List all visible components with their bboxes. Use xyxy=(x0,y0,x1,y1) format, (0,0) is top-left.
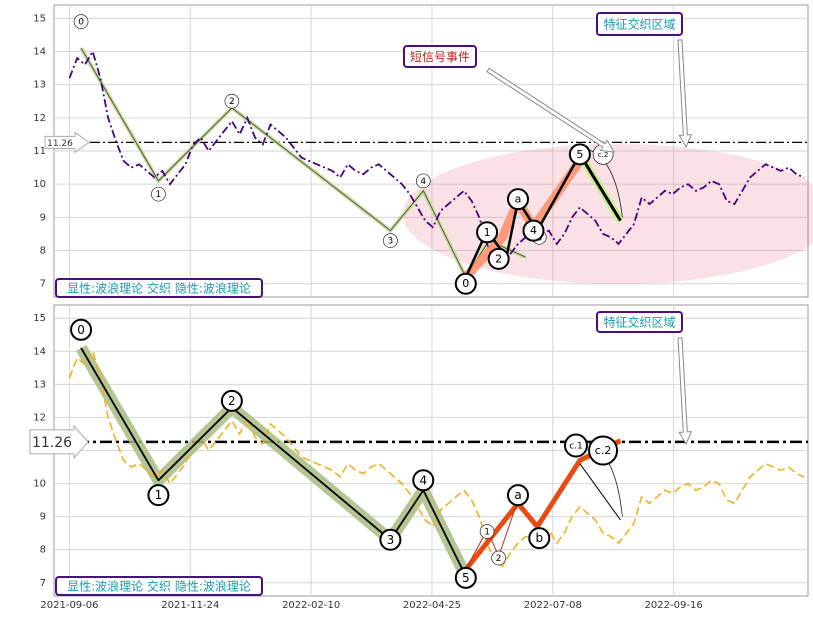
x-tick-label: 2021-11-24 xyxy=(161,600,219,611)
wave-label-big: 4 xyxy=(530,224,537,237)
y-tick-label: 13 xyxy=(33,80,46,91)
wave-label-big-circle xyxy=(454,272,477,295)
x-tick-label: 2022-07-08 xyxy=(524,600,582,611)
feature-zone-label: 特征交织区域 xyxy=(603,315,675,330)
y-tick-label: 12 xyxy=(33,412,46,423)
wave-label-big-circle xyxy=(70,318,93,341)
wave-label-small: 1 xyxy=(156,190,162,200)
bottom-panel: 78910111213141511.26012345abc.1c.212特征交织… xyxy=(29,304,809,597)
feature-zone-label-box xyxy=(596,12,683,36)
feature-zone-ellipse xyxy=(403,144,813,284)
y-tick-label: 7 xyxy=(40,279,46,290)
wave-label-big: 1 xyxy=(484,226,491,239)
wave-label-small-circle xyxy=(491,550,506,566)
feature-zone-arrow xyxy=(677,337,693,446)
y-tick-label: 8 xyxy=(40,246,46,257)
signal-thin xyxy=(465,499,519,570)
x-tick-label: 2022-02-10 xyxy=(282,600,340,611)
wave-label-big: c.2 xyxy=(595,444,612,457)
wave-label-small: 1 xyxy=(484,528,490,538)
y-tick-label: 9 xyxy=(40,512,46,523)
y-tick-label: 13 xyxy=(33,379,46,390)
tail-line xyxy=(579,463,621,521)
wave-label-big: 2 xyxy=(228,394,236,408)
y-tick-label: 14 xyxy=(33,46,46,57)
wave-label-small: 4 xyxy=(420,177,426,187)
wave-label-big: 3 xyxy=(387,533,395,547)
caption-box xyxy=(55,278,263,298)
feature-zone-label: 特征交织区域 xyxy=(603,17,675,32)
y-tick-label: 7 xyxy=(40,578,46,589)
level-line-tag-arrow xyxy=(29,424,89,460)
level-line-tag-arrow xyxy=(44,131,90,154)
wave-label-small-circle xyxy=(151,186,166,202)
wave-label-big-circle xyxy=(379,528,402,551)
wave-label-big-circle xyxy=(454,566,477,589)
wave-label-big-circle xyxy=(487,247,510,270)
wave-label-big-circle xyxy=(522,219,545,242)
wave-label-small-circle xyxy=(73,14,89,29)
wave-label-small: c.2 xyxy=(598,151,609,159)
y-tick-label: 15 xyxy=(33,313,46,324)
wave-label-big: a xyxy=(514,488,521,502)
wave-label-small: 2 xyxy=(229,97,235,107)
wave-label-small-circle xyxy=(415,173,431,189)
top-panel: 78910111213141511.2601234bc.2012a45特征交织区… xyxy=(33,4,813,298)
wave-label-big: 5 xyxy=(462,571,470,585)
wave-label-big: a xyxy=(515,193,522,206)
caption: 显性:波浪理论 交织 隐性:波浪理论 xyxy=(67,579,251,594)
feature-zone-arrow xyxy=(677,39,693,149)
y-tick-label: 10 xyxy=(33,479,46,490)
y-tick-label: 11 xyxy=(33,146,46,157)
wave-label-big-circle xyxy=(476,221,499,244)
wave-label-big: c.1 xyxy=(569,442,583,452)
feature-zone-label-box xyxy=(596,311,683,333)
wave-label-big-circle xyxy=(507,188,529,211)
wave-label-big: 0 xyxy=(462,277,469,290)
wave-label-small: 0 xyxy=(78,18,84,28)
wave-label-big: 5 xyxy=(576,148,583,161)
y-tick-label: 14 xyxy=(33,346,46,357)
wave-label-small-circle xyxy=(479,524,495,539)
level-line-tag: 11.26 xyxy=(47,139,73,149)
wave-label-big-circle xyxy=(564,433,588,458)
wave-label-small: 2 xyxy=(496,554,502,564)
wave-label-big-circle xyxy=(588,435,619,466)
y-tick-label: 15 xyxy=(33,13,46,24)
wave-line xyxy=(80,347,467,577)
y-tick-label: 10 xyxy=(33,179,46,190)
tail-line xyxy=(578,153,622,222)
short-signal-label: 短信号事件 xyxy=(410,50,470,64)
wave-label-big: 4 xyxy=(419,473,427,487)
caption: 显性:波浪理论 交织 隐性:波浪理论 xyxy=(67,281,251,296)
caption-box xyxy=(55,576,263,596)
wave-label-big: 0 xyxy=(77,323,85,337)
wave-label-small: 3 xyxy=(388,237,394,247)
level-line-tag: 11.26 xyxy=(32,435,72,451)
x-tick-label: 2022-09-16 xyxy=(645,600,703,611)
x-tick-label: 2021-09-06 xyxy=(40,600,98,611)
wave-label-small-circle xyxy=(224,93,240,109)
x-axis: 2021-09-06 2021-11-24 2022-02-10 2022-04-25… xyxy=(40,600,702,611)
wave-label-big-circle xyxy=(220,389,243,412)
wave-label-small-circle xyxy=(383,233,398,248)
wave-label-big-circle xyxy=(528,527,551,550)
x-tick-label: 2022-04-25 xyxy=(403,600,461,611)
wave-label-big-circle xyxy=(507,484,529,507)
short-signal-arrow xyxy=(486,67,615,153)
y-tick-label: 8 xyxy=(40,545,46,556)
wave-label-big: b xyxy=(535,531,543,545)
wave-label-big-circle xyxy=(568,143,591,166)
y-tick-label: 12 xyxy=(33,113,46,124)
wave-label-big: 2 xyxy=(495,252,502,265)
price-line xyxy=(68,49,805,269)
wave-label-big-circle xyxy=(147,484,170,507)
wave-band-core xyxy=(80,47,526,279)
y-tick-label: 9 xyxy=(40,212,46,223)
wave-label-big-circle xyxy=(412,469,435,492)
wave-label-big: 1 xyxy=(155,488,163,502)
short-signal-label-box xyxy=(403,45,477,68)
